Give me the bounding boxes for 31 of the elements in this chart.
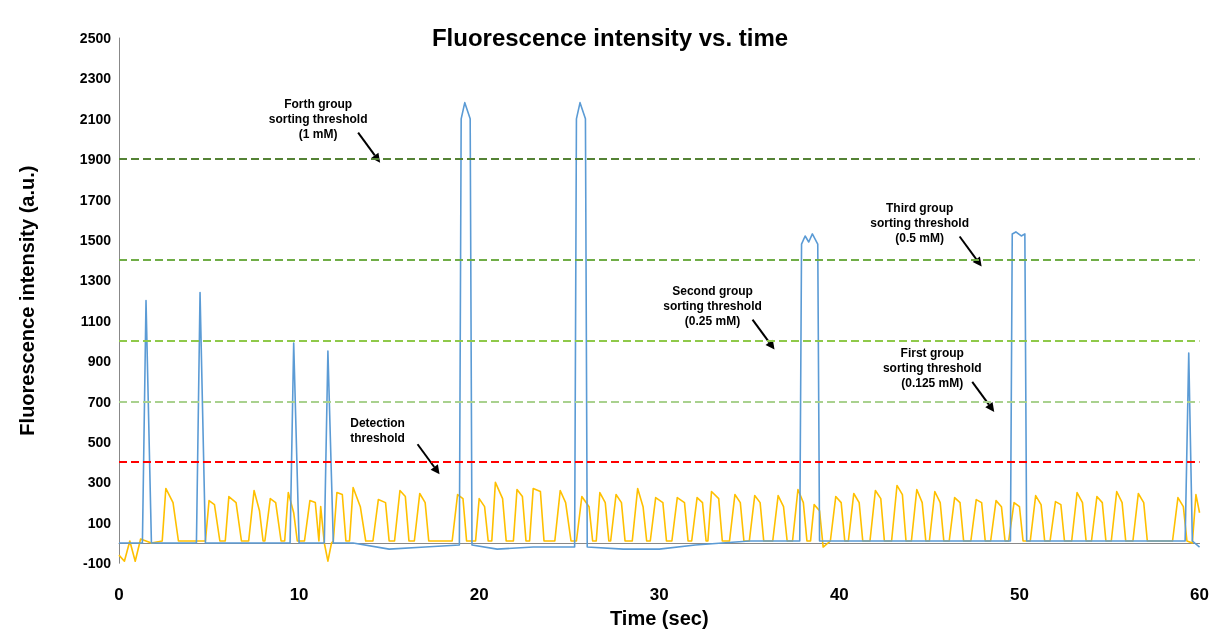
line-series (118, 481, 1201, 563)
y-tick-label: 900 (87, 353, 112, 370)
annotation: Forth group sorting threshold (1 mM) (268, 96, 368, 141)
x-tick-label: 20 (469, 585, 489, 604)
x-axis-title: Time (sec) (609, 607, 709, 629)
annotation: First group sorting threshold (0.125 mM) (882, 345, 982, 390)
y-tick-label: 2300 (79, 70, 112, 87)
annotation: Second group sorting threshold (0.25 mM) (663, 283, 762, 328)
annotation: Third group sorting threshold (0.5 mM) (870, 200, 969, 245)
x-tick-label: 0 (114, 585, 124, 604)
y-tick-label: 1500 (79, 232, 112, 249)
y-tick-label: 700 (87, 393, 112, 410)
y-axis-title: Fluorescence intensity (a.u.) (16, 165, 38, 436)
y-tick-label: 500 (87, 434, 112, 451)
line-series (118, 101, 1201, 550)
annotation: Detection threshold (350, 415, 405, 445)
y-tick-label: 1700 (79, 191, 112, 208)
chart-title: Fluorescence intensity vs. time (431, 23, 789, 51)
y-tick-label: 100 (87, 514, 112, 531)
x-tick-label: 60 (1190, 585, 1210, 604)
x-tick-label: 50 (1009, 585, 1029, 604)
y-tick-label: 2500 (79, 30, 112, 46)
x-tick-label: 40 (829, 585, 849, 604)
x-tick-label: 10 (289, 585, 309, 604)
y-tick-label: 2100 (79, 110, 112, 127)
x-tick-label: 30 (649, 585, 669, 604)
y-tick-label: 1300 (79, 272, 112, 289)
y-tick-label: 1100 (80, 312, 112, 329)
y-tick-label: 1900 (79, 151, 112, 168)
y-tick-label: -100 (82, 555, 112, 572)
y-tick-label: 300 (87, 474, 112, 491)
